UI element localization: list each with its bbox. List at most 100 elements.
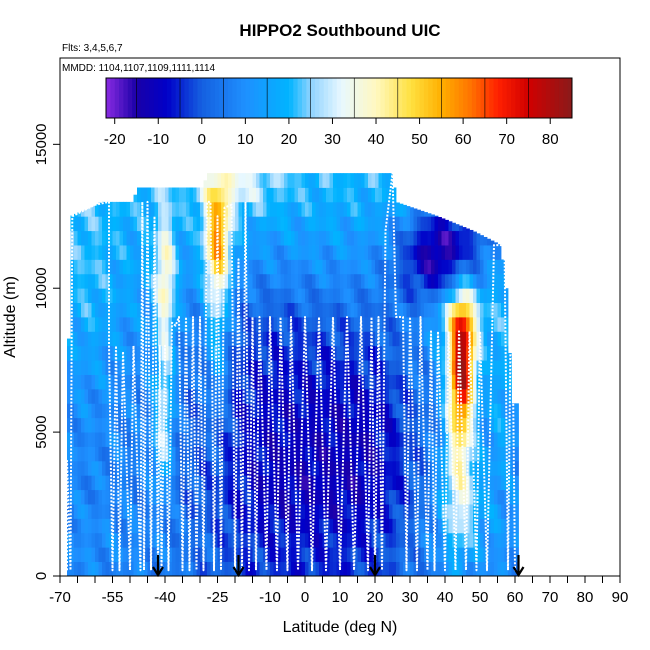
heatmap-cell	[357, 273, 362, 289]
heatmap-cell	[168, 288, 173, 304]
heatmap-cell	[231, 360, 236, 375]
heatmap-cell	[399, 230, 404, 246]
colorbar-segment	[140, 78, 146, 118]
heatmap-cell	[189, 547, 194, 563]
heatmap-cell	[161, 230, 166, 246]
heatmap-cell	[217, 288, 222, 304]
heatmap-cell	[91, 345, 96, 361]
heatmap-cell	[396, 202, 400, 217]
heatmap-cell	[249, 288, 253, 304]
heatmap-cell	[161, 187, 166, 203]
heatmap-cell	[84, 317, 89, 332]
heatmap-cell	[473, 547, 477, 563]
heatmap-cell	[256, 345, 260, 361]
heatmap-cell	[74, 302, 78, 318]
heatmap-cell	[476, 374, 481, 390]
heatmap-cell	[263, 288, 267, 304]
heatmap-cell	[175, 504, 180, 519]
heatmap-cell	[207, 302, 211, 318]
heatmap-cell	[483, 259, 488, 275]
heatmap-cell	[277, 446, 281, 462]
heatmap-cell	[490, 417, 495, 433]
heatmap-cell	[364, 273, 369, 289]
heatmap-cell	[511, 446, 516, 462]
heatmap-cell	[224, 547, 229, 563]
colorbar-segment	[393, 78, 399, 118]
x-tick-label: 20	[367, 589, 384, 606]
heatmap-cell	[231, 187, 236, 203]
heatmap-cell	[469, 259, 474, 275]
heatmap-cell	[375, 288, 379, 304]
heatmap-cell	[420, 475, 425, 491]
heatmap-cell	[448, 345, 453, 361]
heatmap-cell	[102, 388, 106, 404]
heatmap-cell	[242, 388, 246, 404]
heatmap-cell	[350, 388, 355, 404]
heatmap-cell	[242, 273, 246, 289]
heatmap-cell	[196, 187, 201, 203]
heatmap-cell	[375, 302, 379, 318]
heatmap-cell	[483, 345, 488, 361]
heatmap-cell	[221, 245, 225, 260]
heatmap-cell	[473, 245, 477, 260]
heatmap-cell	[98, 432, 103, 447]
heatmap-cell	[396, 504, 400, 519]
heatmap-cell	[417, 230, 421, 246]
heatmap-cell	[434, 432, 439, 447]
heatmap-cell	[67, 475, 71, 491]
colorbar-segment	[301, 78, 307, 118]
heatmap-cell	[182, 273, 187, 289]
heatmap-cell	[473, 561, 477, 577]
heatmap-cell	[301, 489, 306, 505]
heatmap-cell	[343, 475, 348, 491]
heatmap-cell	[95, 204, 99, 217]
heatmap-cell	[480, 561, 484, 577]
heatmap-cell	[137, 187, 141, 203]
heatmap-cell	[154, 518, 159, 534]
heatmap-cell	[266, 417, 271, 433]
heatmap-cell	[361, 288, 365, 304]
heatmap-cell	[329, 417, 334, 433]
heatmap-cell	[158, 245, 162, 260]
heatmap-cell	[466, 403, 470, 419]
heatmap-cell	[196, 216, 201, 232]
heatmap-cell	[179, 201, 183, 217]
heatmap-cell	[119, 216, 124, 232]
heatmap-cell	[228, 245, 232, 260]
heatmap-cell	[364, 230, 369, 246]
heatmap-cell	[319, 288, 323, 304]
heatmap-cell	[420, 561, 425, 577]
heatmap-cell	[410, 561, 414, 577]
heatmap-cell	[81, 489, 85, 505]
heatmap-cell	[378, 547, 383, 563]
heatmap-cell	[312, 561, 316, 577]
heatmap-cell	[137, 230, 141, 246]
heatmap-cell	[245, 460, 250, 476]
heatmap-cell	[221, 331, 225, 347]
heatmap-cell	[298, 317, 302, 332]
heatmap-cell	[371, 460, 376, 476]
heatmap-cell	[186, 446, 190, 462]
heatmap-cell	[284, 302, 288, 318]
heatmap-cell	[98, 202, 103, 217]
heatmap-cell	[224, 173, 229, 188]
heatmap-cell	[263, 547, 267, 563]
heatmap-cell	[256, 187, 260, 203]
heatmap-cell	[210, 201, 215, 217]
heatmap-cell	[287, 547, 292, 563]
heatmap-cell	[312, 388, 316, 404]
heatmap-cell	[252, 475, 257, 491]
heatmap-cell	[277, 187, 281, 203]
heatmap-cell	[399, 216, 404, 232]
heatmap-cell	[490, 245, 495, 260]
heatmap-cell	[140, 331, 145, 347]
heatmap-cell	[196, 561, 201, 577]
heatmap-cell	[473, 475, 477, 491]
heatmap-cell	[308, 317, 313, 332]
heatmap-cell	[490, 561, 495, 577]
heatmap-cell	[91, 317, 96, 332]
heatmap-cell	[452, 222, 456, 232]
heatmap-cell	[494, 403, 498, 419]
heatmap-cell	[336, 532, 341, 548]
heatmap-cell	[329, 547, 334, 563]
